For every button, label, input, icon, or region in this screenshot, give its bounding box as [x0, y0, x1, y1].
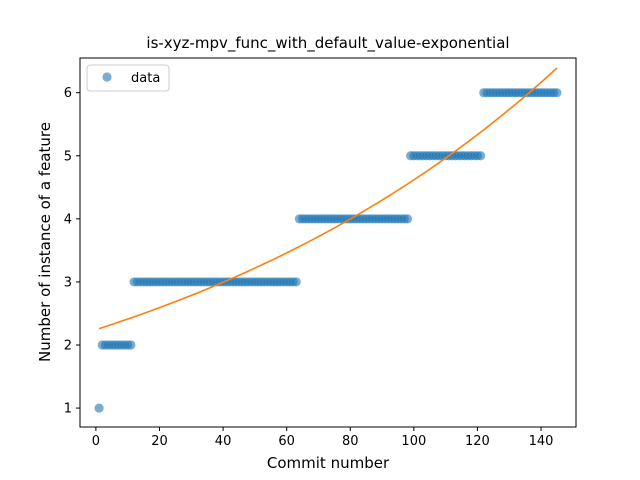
axes-frame — [79, 57, 577, 428]
fit-curve-layer — [98, 67, 558, 330]
x-axis-label: Commit number — [267, 454, 390, 472]
y-axis-label: Number of instance of a feature — [36, 122, 54, 362]
x-tick-label: 140 — [529, 434, 554, 449]
data-points — [94, 88, 562, 413]
chart-title: is-xyz-mpv_func_with_default_value-expon… — [146, 34, 509, 53]
y-tick-label: 4 — [64, 212, 72, 227]
data-point — [402, 214, 413, 224]
data-point — [126, 340, 136, 350]
y-tick-label: 3 — [64, 275, 72, 290]
data-point — [552, 88, 562, 98]
x-axis-ticks: 0 20 40 60 80 100 120 140 — [92, 427, 554, 449]
y-tick-label: 1 — [64, 402, 72, 417]
legend: data — [86, 64, 170, 92]
x-tick-label: 20 — [151, 434, 168, 449]
x-tick-label: 80 — [342, 434, 359, 449]
fit-curve — [98, 67, 558, 330]
y-tick-label: 5 — [64, 149, 72, 164]
x-tick-label: 100 — [401, 434, 426, 449]
x-tick-label: 0 — [92, 434, 100, 449]
legend-marker-data — [102, 72, 112, 82]
legend-box — [86, 64, 170, 92]
legend-label-data: data — [131, 71, 160, 86]
y-axis-ticks: 1 2 3 4 5 6 — [64, 86, 80, 417]
y-tick-label: 2 — [64, 339, 72, 354]
data-point — [476, 151, 486, 161]
x-tick-label: 60 — [278, 434, 295, 449]
x-tick-label: 40 — [215, 434, 232, 449]
data-point — [291, 277, 301, 287]
data-point — [94, 403, 104, 413]
y-tick-label: 6 — [64, 86, 72, 101]
x-tick-label: 120 — [465, 434, 490, 449]
